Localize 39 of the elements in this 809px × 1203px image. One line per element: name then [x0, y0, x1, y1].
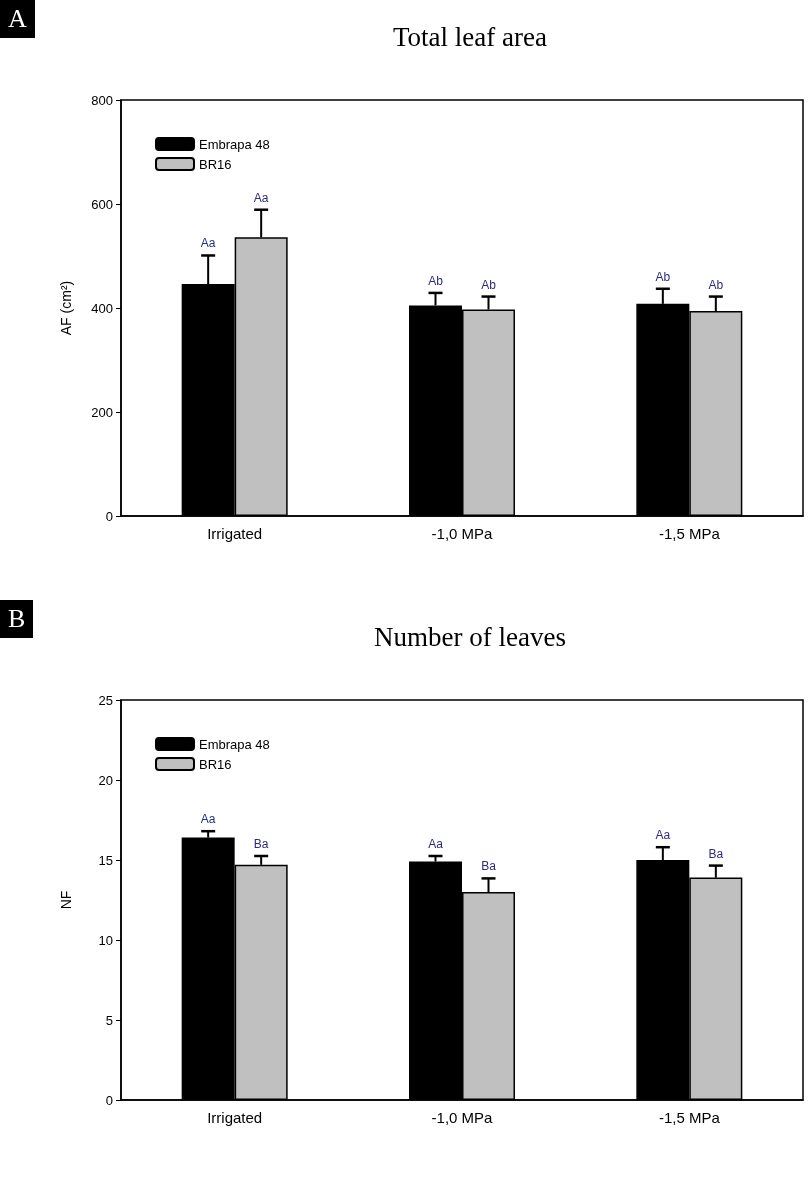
data-label: Aa: [200, 236, 216, 251]
legend-label: Embrapa 48: [199, 136, 270, 152]
legend-label: BR16: [199, 756, 232, 772]
data-label: Ba: [253, 837, 269, 851]
text: A: [0, 0, 35, 38]
data-label: Aa: [253, 190, 269, 205]
y-tick-label: 15: [98, 852, 113, 868]
x-tick-label: Irrigated: [207, 1109, 263, 1126]
chart-title: Number of leaves: [374, 621, 566, 652]
y-axis-title: NF: [58, 890, 74, 910]
data-label: Ba: [481, 859, 497, 874]
y-tick-label: 200: [91, 404, 113, 420]
x-tick-label: -1,5 MPa: [658, 525, 721, 542]
x-tick-label: Irrigated: [207, 525, 263, 542]
legend-label: Embrapa 48: [199, 736, 270, 752]
data-label: Ab: [481, 277, 497, 292]
legend-label: BR16: [199, 156, 232, 172]
y-tick-label: 20: [98, 772, 113, 788]
data-label: Ab: [428, 273, 444, 288]
x-tick-label: -1,0 MPa: [431, 1109, 494, 1126]
y-tick-label: 0: [105, 508, 113, 524]
y-tick-label: 25: [98, 692, 113, 708]
text: B: [0, 600, 34, 638]
y-tick-label: 10: [98, 932, 113, 948]
y-axis-title: AF (cm²): [58, 280, 74, 336]
y-tick-label: 400: [91, 300, 113, 316]
data-label: Aa: [200, 812, 216, 827]
chart-title: Total leaf area: [393, 21, 548, 52]
y-tick-label: 5: [105, 1012, 113, 1028]
y-tick-label: 0: [105, 1092, 113, 1108]
data-label: Aa: [655, 828, 671, 843]
y-tick-label: 800: [91, 92, 113, 108]
data-label: Ab: [708, 277, 724, 292]
data-label: Ab: [655, 269, 671, 284]
y-tick-label: 600: [91, 196, 113, 212]
x-tick-label: -1,5 MPa: [658, 1109, 721, 1126]
x-tick-label: -1,0 MPa: [431, 525, 494, 542]
data-label: Aa: [428, 837, 444, 851]
data-label: Ba: [708, 846, 724, 861]
